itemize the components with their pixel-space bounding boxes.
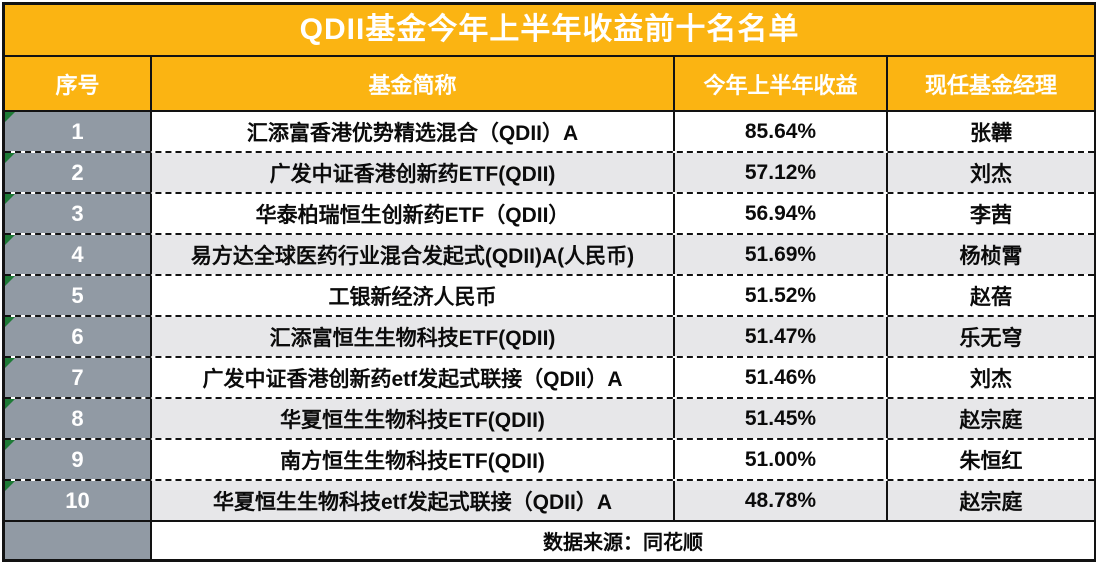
fund-name-cell: 华泰柏瑞恒生创新药ETF（QDII） (150, 194, 673, 233)
table-row: 9 南方恒生生物科技ETF(QDII) 51.00% 朱恒红 (5, 438, 1094, 479)
footer-corner-cell (5, 522, 150, 559)
manager-cell: 李茜 (886, 194, 1094, 233)
corner-marker-icon (5, 481, 15, 491)
rank-cell: 7 (5, 358, 150, 397)
table-title: QDII基金今年上半年收益前十名名单 (5, 5, 1094, 57)
table-row: 1 汇添富香港优势精选混合（QDII）A 85.64% 张韡 (5, 112, 1094, 151)
table-footer-row: 数据来源：同花顺 (5, 520, 1094, 559)
corner-marker-icon (5, 194, 15, 204)
rank-cell: 9 (5, 440, 150, 479)
fund-name-cell: 汇添富恒生生物科技ETF(QDII) (150, 317, 673, 356)
table-row: 7 广发中证香港创新药etf发起式联接（QDII）A 51.46% 刘杰 (5, 356, 1094, 397)
table-row: 6 汇添富恒生生物科技ETF(QDII) 51.47% 乐无穹 (5, 315, 1094, 356)
manager-cell: 张韡 (886, 112, 1094, 151)
rank-cell: 8 (5, 399, 150, 438)
col-header-rank: 序号 (55, 72, 100, 98)
corner-marker-icon (5, 317, 15, 327)
fund-name-cell: 华夏恒生生物科技etf发起式联接（QDII）A (150, 481, 673, 520)
rank-cell: 3 (5, 194, 150, 233)
return-cell: 51.47% (673, 317, 886, 356)
corner-marker-icon (5, 358, 15, 368)
table-header-row: 序号 基金简称 今年上半年收益 现任基金经理 (5, 57, 1094, 112)
manager-cell: 刘杰 (886, 358, 1094, 397)
col-header-h1-return: 今年上半年收益 (673, 57, 886, 110)
table-row: 8 华夏恒生生物科技ETF(QDII) 51.45% 赵宗庭 (5, 397, 1094, 438)
return-cell: 51.46% (673, 358, 886, 397)
col-header-fund-name: 基金简称 (150, 57, 673, 110)
col-header-fund-manager: 现任基金经理 (886, 57, 1094, 110)
return-cell: 51.69% (673, 235, 886, 274)
fund-name-cell: 工银新经济人民币 (150, 276, 673, 315)
table-body: 1 汇添富香港优势精选混合（QDII）A 85.64% 张韡 2 广发中证香港创新药ETF… (5, 112, 1094, 520)
rank-cell: 5 (5, 276, 150, 315)
fund-name-cell: 易方达全球医药行业混合发起式(QDII)A(人民币) (150, 235, 673, 274)
data-source-label: 数据来源：同花顺 (150, 522, 1094, 559)
manager-cell: 赵宗庭 (886, 399, 1094, 438)
return-cell: 51.45% (673, 399, 886, 438)
rank-cell: 4 (5, 235, 150, 274)
table-row: 2 广发中证香港创新药ETF(QDII) 57.12% 刘杰 (5, 151, 1094, 192)
table-row: 5 工银新经济人民币 51.52% 赵蓓 (5, 274, 1094, 315)
manager-cell: 乐无穹 (886, 317, 1094, 356)
return-cell: 57.12% (673, 153, 886, 192)
corner-marker-icon (5, 276, 15, 286)
manager-cell: 刘杰 (886, 153, 1094, 192)
manager-cell: 赵宗庭 (886, 481, 1094, 520)
manager-cell: 杨桢霄 (886, 235, 1094, 274)
corner-marker-icon (5, 399, 15, 409)
return-cell: 56.94% (673, 194, 886, 233)
return-cell: 85.64% (673, 112, 886, 151)
corner-marker-icon (5, 235, 15, 245)
corner-marker-icon (5, 153, 15, 163)
return-cell: 48.78% (673, 481, 886, 520)
rank-cell: 6 (5, 317, 150, 356)
return-cell: 51.00% (673, 440, 886, 479)
corner-marker-icon (5, 440, 15, 450)
table-row: 3 华泰柏瑞恒生创新药ETF（QDII） 56.94% 李茜 (5, 192, 1094, 233)
table-row: 10 华夏恒生生物科技etf发起式联接（QDII）A 48.78% 赵宗庭 (5, 479, 1094, 520)
rank-cell: 1 (5, 112, 150, 151)
manager-cell: 朱恒红 (886, 440, 1094, 479)
table-row: 4 易方达全球医药行业混合发起式(QDII)A(人民币) 51.69% 杨桢霄 (5, 233, 1094, 274)
manager-cell: 赵蓓 (886, 276, 1094, 315)
corner-marker-icon (5, 112, 15, 122)
fund-name-cell: 汇添富香港优势精选混合（QDII）A (150, 112, 673, 151)
fund-name-cell: 广发中证香港创新药ETF(QDII) (150, 153, 673, 192)
fund-name-cell: 华夏恒生生物科技ETF(QDII) (150, 399, 673, 438)
fund-name-cell: 南方恒生生物科技ETF(QDII) (150, 440, 673, 479)
return-cell: 51.52% (673, 276, 886, 315)
fund-name-cell: 广发中证香港创新药etf发起式联接（QDII）A (150, 358, 673, 397)
rank-cell: 10 (5, 481, 150, 520)
rank-cell: 2 (5, 153, 150, 192)
